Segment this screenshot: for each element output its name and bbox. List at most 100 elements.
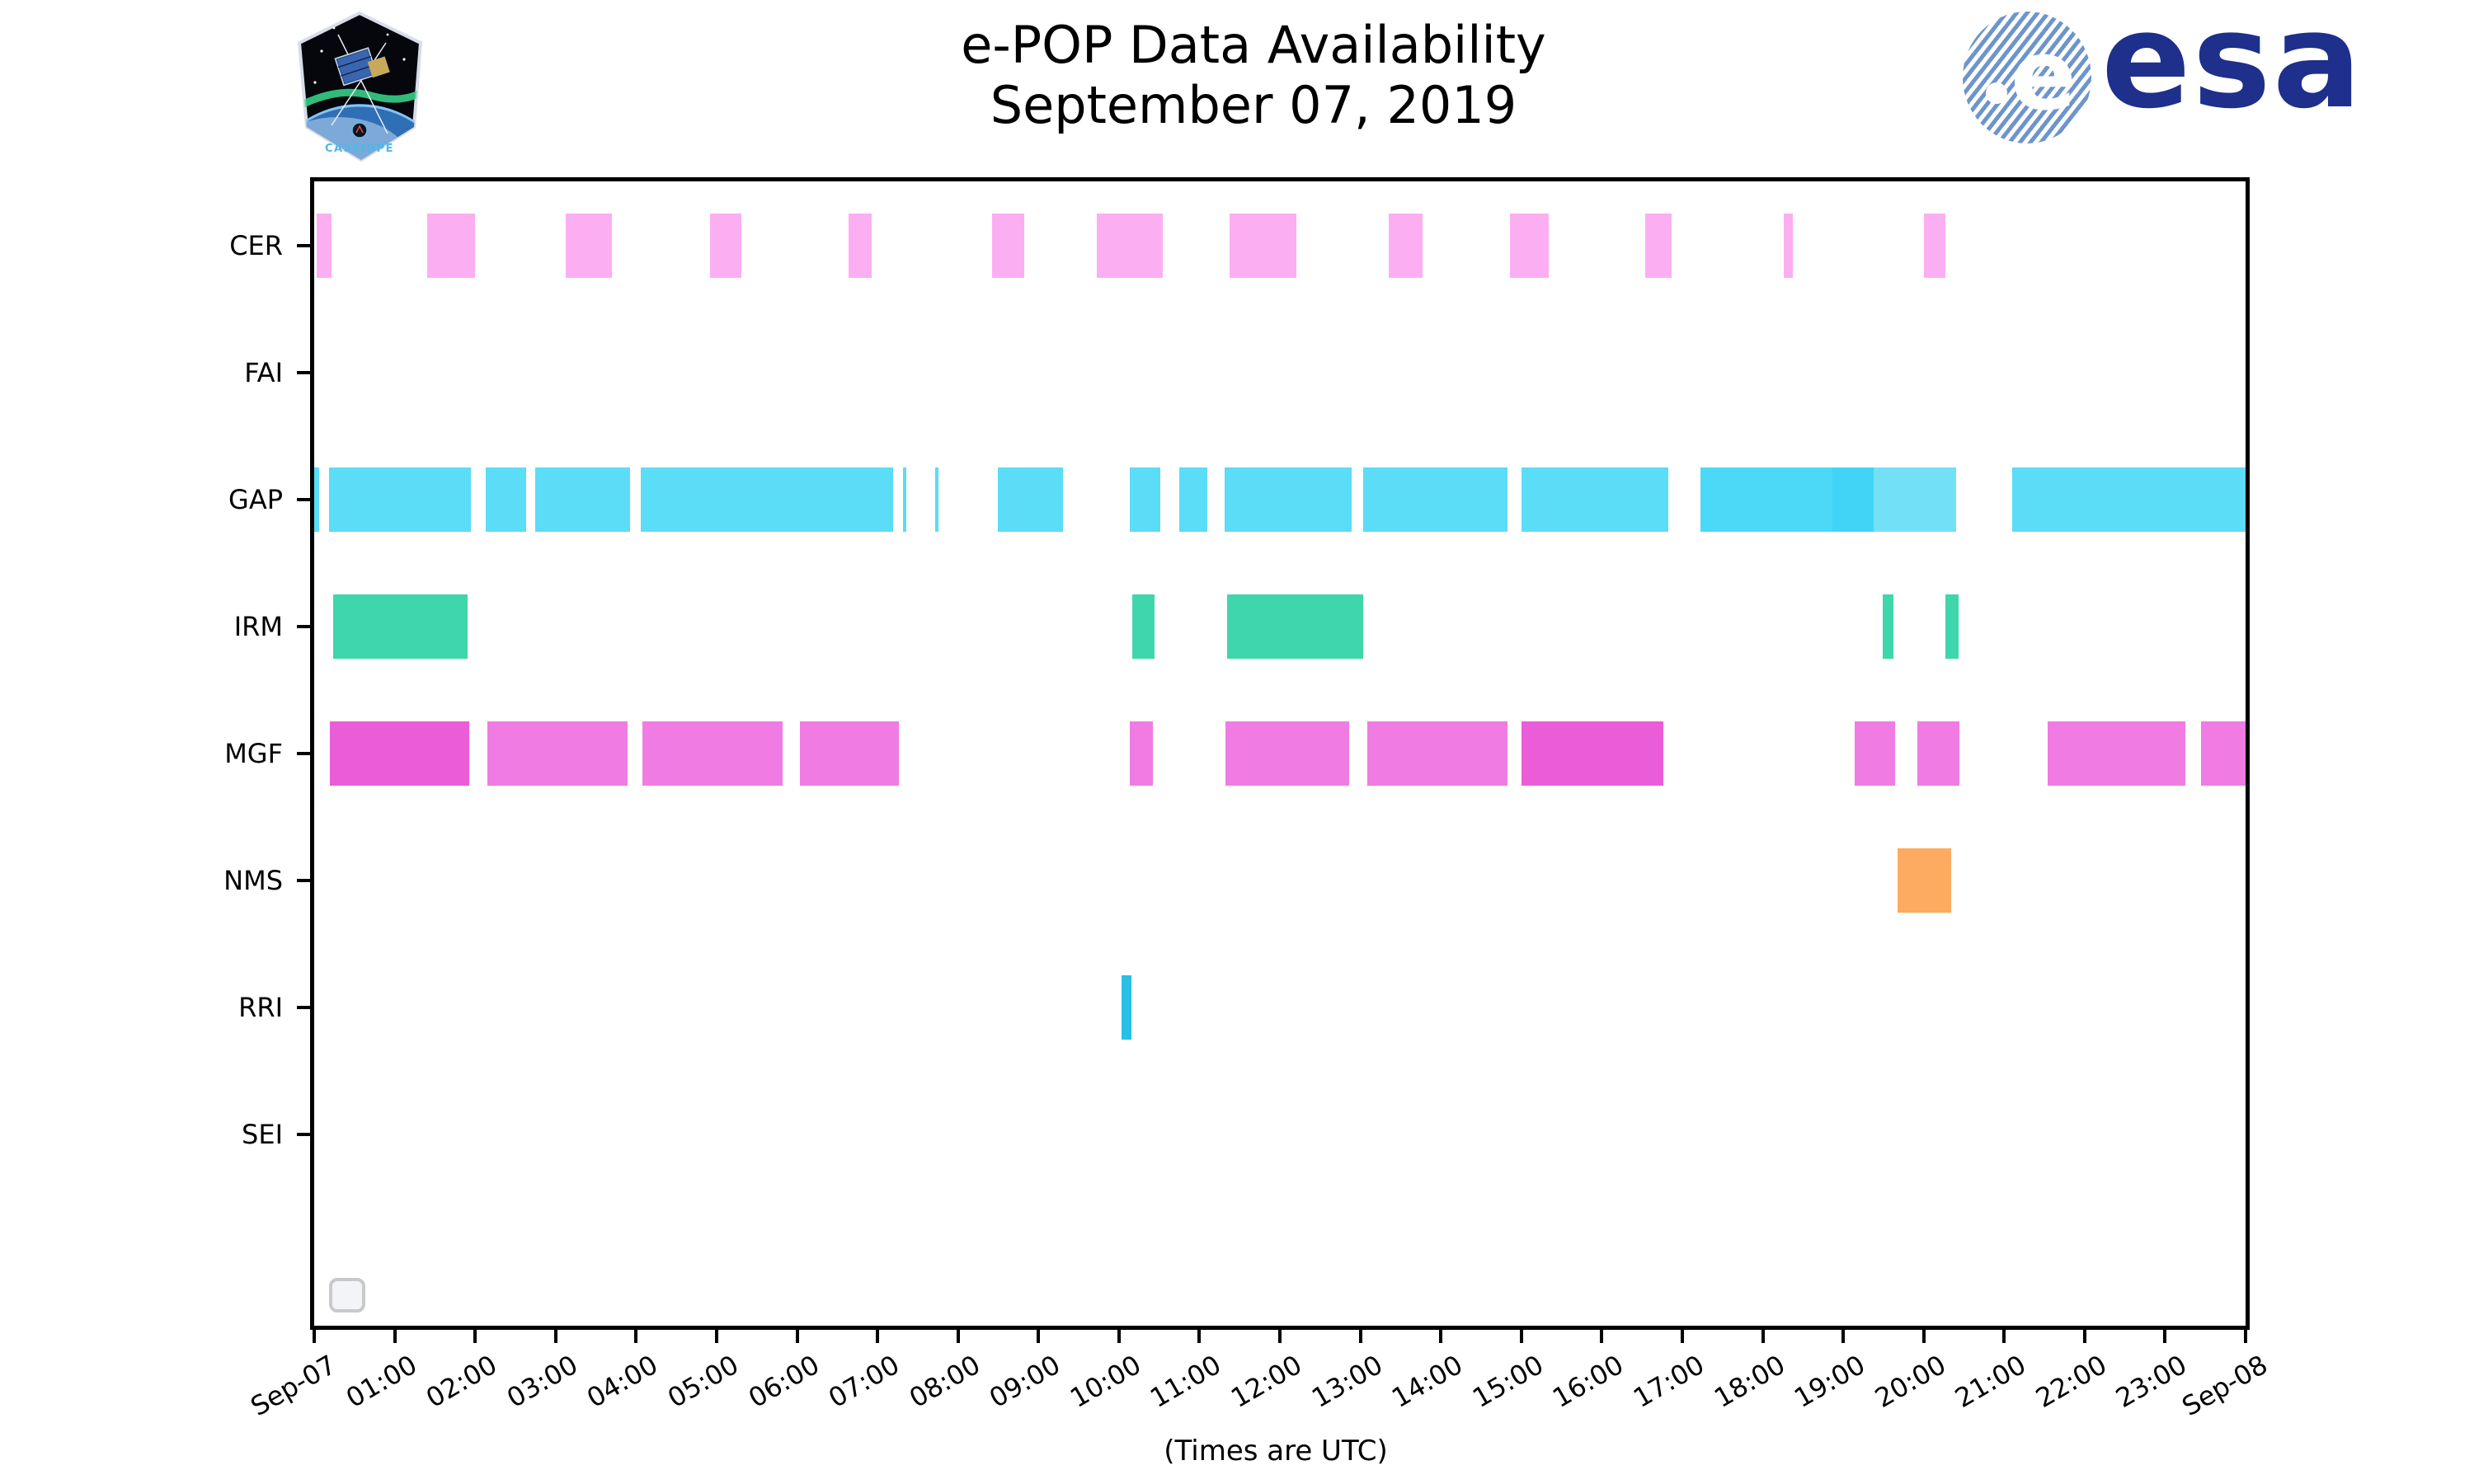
availability-bar-irm <box>1882 594 1893 659</box>
x-tick-label: 20:00 <box>1869 1349 1951 1415</box>
availability-bar-mgf <box>800 721 900 786</box>
availability-bar-gap <box>1874 467 1956 532</box>
x-tick-label: 08:00 <box>903 1349 985 1415</box>
x-tick-label: 11:00 <box>1145 1349 1227 1415</box>
availability-bar-irm <box>1132 594 1155 659</box>
availability-bar-cer <box>991 214 1024 278</box>
x-tick-label: 09:00 <box>984 1349 1066 1415</box>
x-tick <box>634 1330 638 1343</box>
x-tick-label: 21:00 <box>1950 1349 2032 1415</box>
availability-bar-cer <box>426 214 476 278</box>
page-subtitle: September 07, 2019 <box>990 75 1517 136</box>
x-tick-label: 22:00 <box>2030 1349 2112 1415</box>
x-tick-label: 02:00 <box>421 1349 503 1415</box>
y-label-gap: GAP <box>228 484 283 515</box>
satellite <box>334 47 390 87</box>
availability-bar-mgf <box>642 721 783 786</box>
y-tick-cer <box>297 244 310 247</box>
x-axis-label: (Times are UTC) <box>1164 1435 1388 1468</box>
esa-globe-e: e <box>2011 18 2077 132</box>
availability-bar-gap <box>485 467 526 532</box>
x-tick-label: 23:00 <box>2110 1349 2193 1415</box>
availability-bar-gap <box>903 467 907 532</box>
availability-bar-gap <box>935 467 939 532</box>
x-tick-label: 10:00 <box>1064 1349 1146 1415</box>
availability-bar-gap <box>1363 467 1508 532</box>
availability-bar-cer <box>710 214 742 278</box>
availability-bar-gap <box>2012 467 2246 532</box>
cassiope-mission-patch: CASSIOPE <box>297 11 423 162</box>
availability-bar-cer <box>1510 214 1549 278</box>
x-tick <box>2082 1330 2086 1343</box>
earth-limb <box>299 104 421 160</box>
availability-bar-gap <box>1832 467 1874 532</box>
plot-area: CER FAI GAP IRM MGF NMS RRI SEI Sep-07 01:00 02:00… <box>223 177 2273 1422</box>
availability-bar-mgf <box>2201 721 2246 786</box>
esa-globe-icon: e <box>1963 12 2091 143</box>
availability-bar-irm <box>1226 594 1364 659</box>
x-tick <box>714 1330 718 1343</box>
x-tick <box>2002 1330 2006 1343</box>
availability-bar-rri <box>1121 975 1132 1040</box>
star <box>332 26 336 30</box>
availability-bar-mgf <box>1917 721 1959 786</box>
x-tick <box>876 1330 880 1343</box>
x-tick <box>313 1330 316 1343</box>
x-tick-label: 05:00 <box>662 1349 744 1415</box>
boom-line <box>337 34 388 134</box>
x-tick <box>795 1330 799 1343</box>
availability-bar-mgf <box>1130 721 1153 786</box>
availability-bar-mgf <box>329 721 470 786</box>
star <box>313 81 317 84</box>
availability-bar-cer <box>1388 214 1423 278</box>
x-tick <box>2163 1330 2167 1343</box>
esa-globe-dot <box>1986 82 2007 104</box>
availability-bar-irm <box>333 594 468 659</box>
y-tick-gap <box>297 498 310 501</box>
availability-bar-gap <box>641 467 893 532</box>
y-tick-nms <box>297 879 310 882</box>
availability-bar-gap <box>1130 467 1160 532</box>
availability-bar-mgf <box>1367 721 1508 786</box>
availability-bar-mgf <box>1521 721 1664 786</box>
x-tick <box>1037 1330 1041 1343</box>
x-tick-label: 06:00 <box>742 1349 825 1415</box>
x-tick <box>553 1330 557 1343</box>
x-tick <box>1761 1330 1765 1343</box>
x-tick <box>1439 1330 1443 1343</box>
chart-title-block: e-POP Data Availability September 07, 20… <box>961 15 1546 135</box>
y-tick-rri <box>297 1006 310 1009</box>
x-tick-label: 18:00 <box>1708 1349 1790 1415</box>
esa-wordmark: esa <box>2101 0 2363 138</box>
availability-bar-gap <box>1700 467 1833 532</box>
x-tick <box>1358 1330 1362 1343</box>
star <box>386 33 389 36</box>
x-tick <box>473 1330 477 1343</box>
availability-bar-cer <box>566 214 613 278</box>
y-label-rri: RRI <box>238 992 283 1023</box>
x-tick-label: 04:00 <box>581 1349 664 1415</box>
boom-line <box>331 42 387 126</box>
x-tick <box>1278 1330 1282 1343</box>
availability-bar-cer <box>1923 214 1945 278</box>
y-label-nms: NMS <box>223 865 283 896</box>
availability-bar-gap <box>1521 467 1669 532</box>
availability-bar-mgf <box>1854 721 1895 786</box>
x-tick-label: 01:00 <box>340 1349 422 1415</box>
x-tick-label: 03:00 <box>501 1349 583 1415</box>
y-tick-irm <box>297 625 310 628</box>
y-label-cer: CER <box>229 230 283 261</box>
aurora <box>299 88 421 110</box>
availability-bar-cer <box>1645 214 1672 278</box>
availability-bar-gap <box>1179 467 1208 532</box>
availability-bar-cer <box>1229 214 1297 278</box>
availability-bar-gap <box>535 467 631 532</box>
y-tick-mgf <box>297 752 310 755</box>
y-label-irm: IRM <box>233 611 283 642</box>
x-tick-label: 17:00 <box>1628 1349 1710 1415</box>
availability-bar-mgf <box>2047 721 2185 786</box>
x-tick <box>1197 1330 1202 1343</box>
availability-bar-gap <box>328 467 472 532</box>
esa-logo: e esa <box>1963 0 2400 152</box>
y-label-mgf: MGF <box>224 738 283 769</box>
